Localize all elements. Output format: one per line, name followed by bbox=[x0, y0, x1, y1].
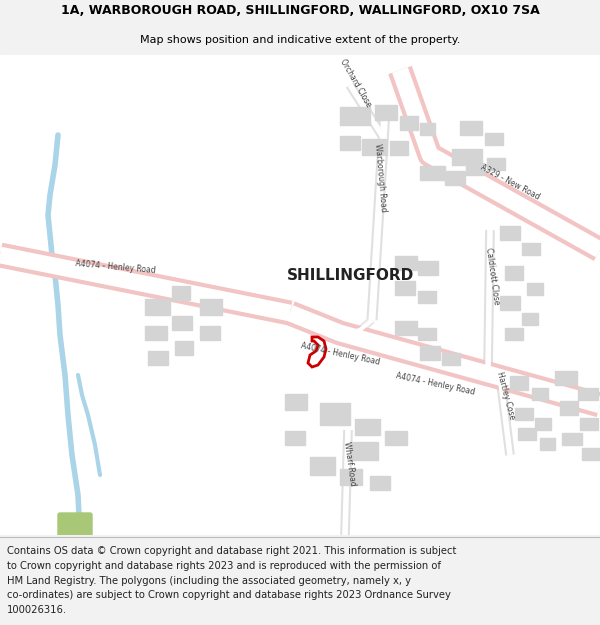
Bar bbox=[540, 438, 555, 450]
Bar bbox=[505, 266, 523, 280]
Text: 100026316.: 100026316. bbox=[7, 605, 67, 615]
Bar bbox=[285, 431, 305, 445]
Text: 1A, WARBOROUGH ROAD, SHILLINGFORD, WALLINGFORD, OX10 7SA: 1A, WARBOROUGH ROAD, SHILLINGFORD, WALLI… bbox=[61, 4, 539, 18]
Bar bbox=[172, 286, 190, 300]
Bar bbox=[350, 442, 378, 460]
Text: A329 - New Road: A329 - New Road bbox=[479, 163, 541, 202]
Bar bbox=[562, 433, 582, 445]
Text: A4074 - Henley Road: A4074 - Henley Road bbox=[74, 259, 155, 275]
Bar bbox=[527, 283, 543, 295]
Bar bbox=[145, 326, 167, 340]
Bar bbox=[172, 316, 192, 330]
Bar bbox=[148, 351, 168, 365]
Bar bbox=[442, 353, 460, 365]
Bar bbox=[580, 418, 598, 430]
Text: Warborough Road: Warborough Road bbox=[373, 143, 388, 212]
Bar bbox=[340, 136, 360, 150]
Bar bbox=[487, 158, 505, 170]
Bar bbox=[320, 403, 350, 425]
Bar bbox=[418, 261, 438, 275]
Bar bbox=[420, 166, 445, 180]
Text: co-ordinates) are subject to Crown copyright and database rights 2023 Ordnance S: co-ordinates) are subject to Crown copyr… bbox=[7, 591, 451, 601]
Text: Map shows position and indicative extent of the property.: Map shows position and indicative extent… bbox=[140, 34, 460, 44]
Text: to Crown copyright and database rights 2023 and is reproduced with the permissio: to Crown copyright and database rights 2… bbox=[7, 561, 441, 571]
Text: Contains OS data © Crown copyright and database right 2021. This information is : Contains OS data © Crown copyright and d… bbox=[7, 546, 457, 556]
FancyBboxPatch shape bbox=[58, 513, 92, 537]
Bar bbox=[285, 394, 307, 410]
Bar bbox=[522, 313, 538, 325]
Bar bbox=[340, 469, 362, 485]
Bar bbox=[395, 256, 417, 270]
Bar bbox=[395, 281, 415, 295]
Bar bbox=[400, 116, 418, 130]
Bar bbox=[460, 121, 482, 135]
Bar bbox=[452, 149, 482, 165]
Bar bbox=[370, 476, 390, 490]
Text: Caldicott Close: Caldicott Close bbox=[484, 247, 500, 305]
Bar bbox=[418, 291, 436, 303]
Bar bbox=[355, 419, 380, 435]
Bar bbox=[500, 226, 520, 240]
Bar bbox=[362, 139, 387, 155]
Text: Orchard Close: Orchard Close bbox=[338, 58, 373, 109]
Bar bbox=[418, 328, 436, 340]
Bar bbox=[375, 105, 397, 120]
Bar bbox=[310, 457, 335, 475]
Bar bbox=[485, 133, 503, 145]
Bar bbox=[200, 326, 220, 340]
Bar bbox=[340, 107, 370, 125]
Text: A4074 - Henley Road: A4074 - Henley Road bbox=[299, 341, 380, 367]
Bar bbox=[500, 296, 520, 310]
Bar bbox=[510, 376, 528, 390]
Text: SHILLINGFORD: SHILLINGFORD bbox=[286, 268, 413, 282]
Bar bbox=[522, 243, 540, 255]
Text: HM Land Registry. The polygons (including the associated geometry, namely x, y: HM Land Registry. The polygons (includin… bbox=[7, 576, 411, 586]
Bar bbox=[555, 371, 577, 385]
Bar bbox=[390, 141, 408, 155]
Bar bbox=[535, 418, 551, 430]
Bar bbox=[445, 171, 465, 185]
Bar bbox=[505, 328, 523, 340]
Bar bbox=[578, 388, 598, 400]
Text: A4074 - Henley Road: A4074 - Henley Road bbox=[395, 371, 475, 397]
Bar bbox=[145, 299, 170, 315]
Bar bbox=[200, 299, 222, 315]
Bar bbox=[420, 346, 440, 360]
Bar bbox=[518, 428, 536, 440]
Text: Wharf Road: Wharf Road bbox=[343, 441, 358, 487]
Bar bbox=[420, 123, 435, 135]
Bar bbox=[582, 448, 600, 460]
Bar bbox=[395, 321, 417, 335]
Bar bbox=[532, 388, 548, 400]
Bar bbox=[466, 163, 484, 175]
Bar bbox=[560, 401, 578, 415]
Bar bbox=[385, 431, 407, 445]
Bar bbox=[515, 408, 533, 420]
Text: Hartley Cose: Hartley Cose bbox=[495, 370, 517, 420]
Bar bbox=[175, 341, 193, 355]
